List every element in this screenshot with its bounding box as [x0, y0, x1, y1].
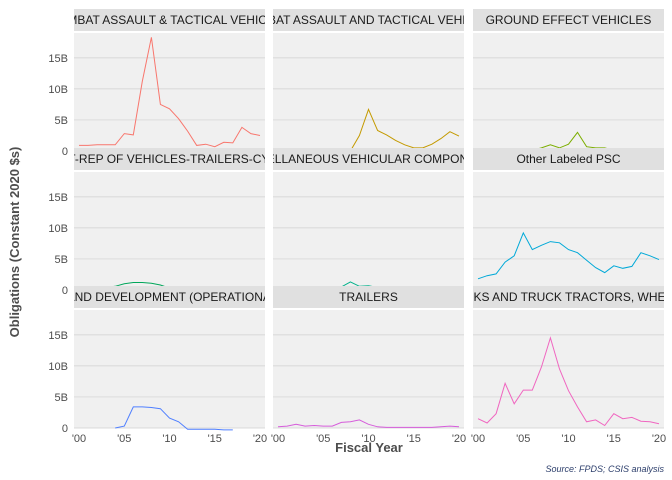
x-axis-title: Fiscal Year [335, 440, 403, 455]
x-tick-label: '20 [253, 433, 267, 445]
x-tick-label: '15 [407, 433, 421, 445]
facet-panel: TRUCKS AND TRUCK TRACTORS, WHEELED '00 '05… [440, 286, 672, 445]
facet-strip [74, 148, 265, 170]
y-tick-label: 0 [62, 285, 68, 297]
facet-strip-label: COMBAT ASSAULT AND TACTICAL VEHICLES [240, 13, 497, 27]
panel-background [473, 33, 664, 151]
facet-strip [473, 9, 664, 31]
facet-strip-label: MAINT-REP OF VEHICLES-TRAILERS-CYCLES [38, 152, 301, 166]
facet-strip [74, 9, 265, 31]
y-tick-label: 10B [48, 361, 68, 373]
x-tick-label: '00 [471, 433, 485, 445]
x-tick-label: '05 [516, 433, 530, 445]
facet-panel: COMBAT ASSAULT AND TACTICAL VEHICLES [240, 9, 497, 152]
series-line [341, 108, 460, 152]
y-tick-label: 0 [62, 146, 68, 158]
panels-layer: COMBAT ASSAULT & TACTICAL VEHICLES 0 5B 10B… [0, 9, 672, 445]
series-line [477, 231, 660, 280]
y-tick-label: 5B [55, 115, 68, 127]
x-tick-label: '10 [162, 433, 176, 445]
panel-background [273, 33, 464, 151]
x-tick-label: '20 [452, 433, 466, 445]
facet-panel: COMBAT ASSAULT & TACTICAL VEHICLES 0 5B 10B… [48, 9, 289, 158]
facet-strip [273, 9, 464, 31]
x-tick-label: '10 [561, 433, 575, 445]
panel-background [74, 33, 265, 151]
panel-background [74, 310, 265, 428]
facet-panel: RESEARCH AND DEVELOPMENT (OPERATIONAL SY… [0, 286, 342, 445]
facet-strip [74, 286, 265, 308]
x-tick-label: '00 [271, 433, 285, 445]
facet-strip-label: COMBAT ASSAULT & TACTICAL VEHICLES [49, 13, 289, 27]
facet-panel: GROUND EFFECT VEHICLES [473, 9, 664, 152]
facet-strip [473, 148, 664, 170]
facet-panel: MISCELLANEOUS VEHICULAR COMPONENTS [237, 148, 500, 291]
y-tick-label: 15B [48, 192, 68, 204]
facet-strip [473, 286, 664, 308]
facet-strip-label: TRAILERS [339, 290, 398, 304]
facet-strip-label: GROUND EFFECT VEHICLES [486, 13, 652, 27]
series-line [477, 336, 660, 427]
x-tick-label: '10 [361, 433, 375, 445]
x-tick-label: '20 [652, 433, 666, 445]
facet-panel: MAINT-REP OF VEHICLES-TRAILERS-CYCLES05B… [38, 148, 301, 297]
x-tick-label: '15 [208, 433, 222, 445]
series-line [79, 37, 261, 148]
panel-background [273, 172, 464, 290]
y-tick-label: 10B [48, 223, 68, 235]
panel-background [473, 310, 664, 428]
y-axis-title: Obligations (Constant 2020 $s) [7, 147, 22, 338]
panel-background [273, 310, 464, 428]
y-tick-label: 15B [48, 53, 68, 65]
facet-strip-label: RESEARCH AND DEVELOPMENT (OPERATIONAL SY… [0, 290, 342, 304]
facet-strip-label: TRUCKS AND TRUCK TRACTORS, WHEELED [440, 290, 672, 304]
x-tick-label: '05 [117, 433, 131, 445]
series-line [115, 406, 233, 431]
facet-strip [273, 286, 464, 308]
x-tick-label: '00 [72, 433, 86, 445]
y-tick-label: 5B [55, 254, 68, 266]
x-tick-label: '15 [607, 433, 621, 445]
panel-background [473, 172, 664, 290]
y-tick-label: 0 [62, 423, 68, 435]
y-tick-label: 10B [48, 84, 68, 96]
facet-strip-label: Other Labeled PSC [516, 152, 620, 166]
panel-background [74, 172, 265, 290]
x-tick-label: '05 [316, 433, 330, 445]
series-line [277, 419, 460, 428]
facet-panel: Other Labeled PSC [473, 148, 664, 291]
source-caption: Source: FPDS; CSIS analysis [545, 464, 664, 474]
y-tick-label: 5B [55, 392, 68, 404]
facet-panel: TRAILERS '00 '05 '10 '15 '20 [271, 286, 466, 445]
facet-strip-label: MISCELLANEOUS VEHICULAR COMPONENTS [237, 152, 500, 166]
facet-strip [273, 148, 464, 170]
y-tick-label: 15B [48, 330, 68, 342]
